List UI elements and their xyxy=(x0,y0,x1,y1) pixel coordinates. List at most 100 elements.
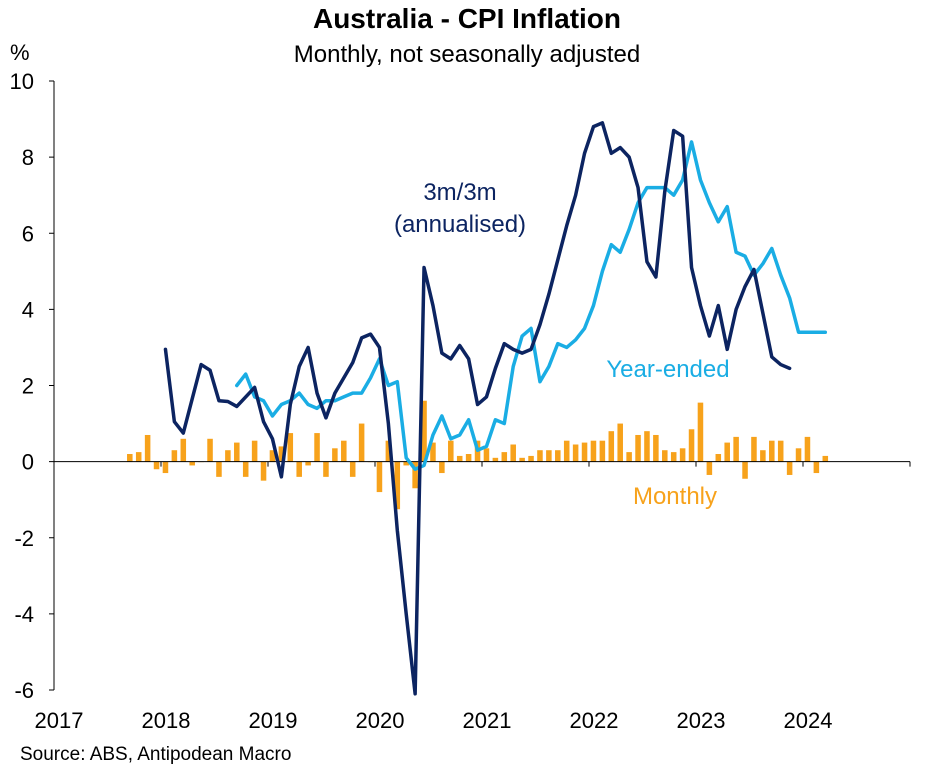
monthly-bar xyxy=(519,457,525,462)
year-ended-line xyxy=(235,140,828,471)
monthly-bar xyxy=(581,442,588,462)
monthly-bar xyxy=(349,461,356,477)
monthly-bar xyxy=(786,461,793,475)
monthly-bar xyxy=(269,450,276,462)
x-tick-label: 2017 xyxy=(35,708,84,733)
monthly-bar xyxy=(421,400,427,462)
monthly-bar xyxy=(448,440,454,462)
monthly-bar xyxy=(394,461,401,510)
three-month-annualised-line xyxy=(163,121,792,696)
monthly-bar xyxy=(724,442,730,462)
monthly-bar xyxy=(760,450,766,462)
monthly-bar xyxy=(358,423,365,462)
monthly-bar xyxy=(412,461,418,489)
monthly-bar xyxy=(697,402,704,462)
chart-title: Australia - CPI Inflation xyxy=(313,3,621,34)
monthly-bar xyxy=(751,436,757,462)
monthly-bar xyxy=(653,434,659,462)
y-tick-label: -2 xyxy=(14,526,34,551)
annotation-year-ended: Year-ended xyxy=(606,356,729,383)
monthly-bar xyxy=(662,450,668,462)
x-tick-label: 2024 xyxy=(784,708,833,733)
y-tick-label: 2 xyxy=(22,374,34,399)
monthly-bar xyxy=(127,454,133,462)
monthly-bar xyxy=(153,461,160,470)
monthly-bar xyxy=(403,461,409,466)
monthly-bar xyxy=(242,461,249,477)
monthly-bar xyxy=(617,423,623,462)
monthly-bar xyxy=(635,434,641,462)
y-tick-label: -4 xyxy=(14,602,34,627)
chart-subtitle: Monthly, not seasonally adjusted xyxy=(294,41,640,68)
monthly-bar xyxy=(644,431,650,462)
monthly-bar xyxy=(572,444,579,462)
monthly-bar xyxy=(305,461,311,466)
y-tick-label: 10 xyxy=(10,69,34,94)
monthly-bar xyxy=(171,450,178,462)
monthly-bar xyxy=(341,440,347,462)
monthly-bar xyxy=(822,455,829,462)
monthly-bar xyxy=(225,450,231,462)
axes: -6 -4 -2 0 2 4 6 8 10 2017 2018 2019 2020 2021 2022 202… xyxy=(10,69,911,733)
monthly-bar xyxy=(260,461,267,481)
monthly-bar xyxy=(492,457,499,462)
monthly-bar xyxy=(590,440,597,462)
monthly-bar xyxy=(323,461,329,477)
y-tick-label: 6 xyxy=(22,221,34,246)
monthly-bar xyxy=(439,461,445,474)
monthly-bar xyxy=(795,448,802,462)
monthly-bar xyxy=(216,461,222,477)
series-lines xyxy=(163,121,828,696)
monthly-bar xyxy=(314,433,320,462)
monthly-bar xyxy=(501,452,508,462)
monthly-bar xyxy=(733,436,739,462)
x-tick-label: 2020 xyxy=(356,708,405,733)
source-note: Source: ABS, Antipodean Macro xyxy=(20,744,291,765)
monthly-bar xyxy=(510,444,516,462)
monthly-bar xyxy=(278,446,285,462)
x-tick-label: 2018 xyxy=(142,708,191,733)
monthly-bar xyxy=(555,450,561,462)
monthly-bar xyxy=(777,440,784,462)
annotation-monthly: Monthly xyxy=(633,483,717,510)
x-tick-label: 2023 xyxy=(677,708,726,733)
monthly-bar xyxy=(742,461,748,479)
monthly-bar xyxy=(599,440,606,462)
y-tick-label: 0 xyxy=(22,450,34,475)
monthly-bar xyxy=(706,461,713,475)
monthly-bar xyxy=(769,440,775,462)
monthly-bar xyxy=(135,452,142,462)
x-tick-label: 2021 xyxy=(463,708,512,733)
monthly-bar xyxy=(180,438,187,462)
y-tick-label: 8 xyxy=(22,145,34,170)
x-tick-label: 2022 xyxy=(570,708,619,733)
monthly-bar xyxy=(679,448,686,462)
monthly-bar xyxy=(207,438,213,462)
y-tick-label: 4 xyxy=(22,297,34,322)
monthly-bar xyxy=(626,452,632,462)
monthly-bar xyxy=(376,461,383,493)
monthly-bar xyxy=(287,433,294,462)
monthly-bar xyxy=(296,461,302,477)
monthly-bar xyxy=(430,442,436,462)
monthly-bar xyxy=(144,434,151,462)
monthly-bar xyxy=(189,461,195,466)
monthly-bar xyxy=(813,461,820,474)
monthly-bar xyxy=(456,455,463,462)
x-tick-label: 2019 xyxy=(249,708,298,733)
monthly-bar xyxy=(563,440,570,462)
monthly-bar xyxy=(715,454,722,462)
monthly-bar xyxy=(804,436,811,462)
y-axis-unit-label: % xyxy=(10,40,30,65)
monthly-bar xyxy=(608,431,615,462)
monthly-bar xyxy=(251,440,258,462)
monthly-bar xyxy=(528,455,534,462)
monthly-bar xyxy=(546,450,552,462)
monthly-bar xyxy=(688,429,695,462)
monthly-bar xyxy=(234,442,240,462)
monthly-bar xyxy=(332,448,338,462)
monthly-bar xyxy=(465,454,472,462)
y-tick-label: -6 xyxy=(14,678,34,703)
